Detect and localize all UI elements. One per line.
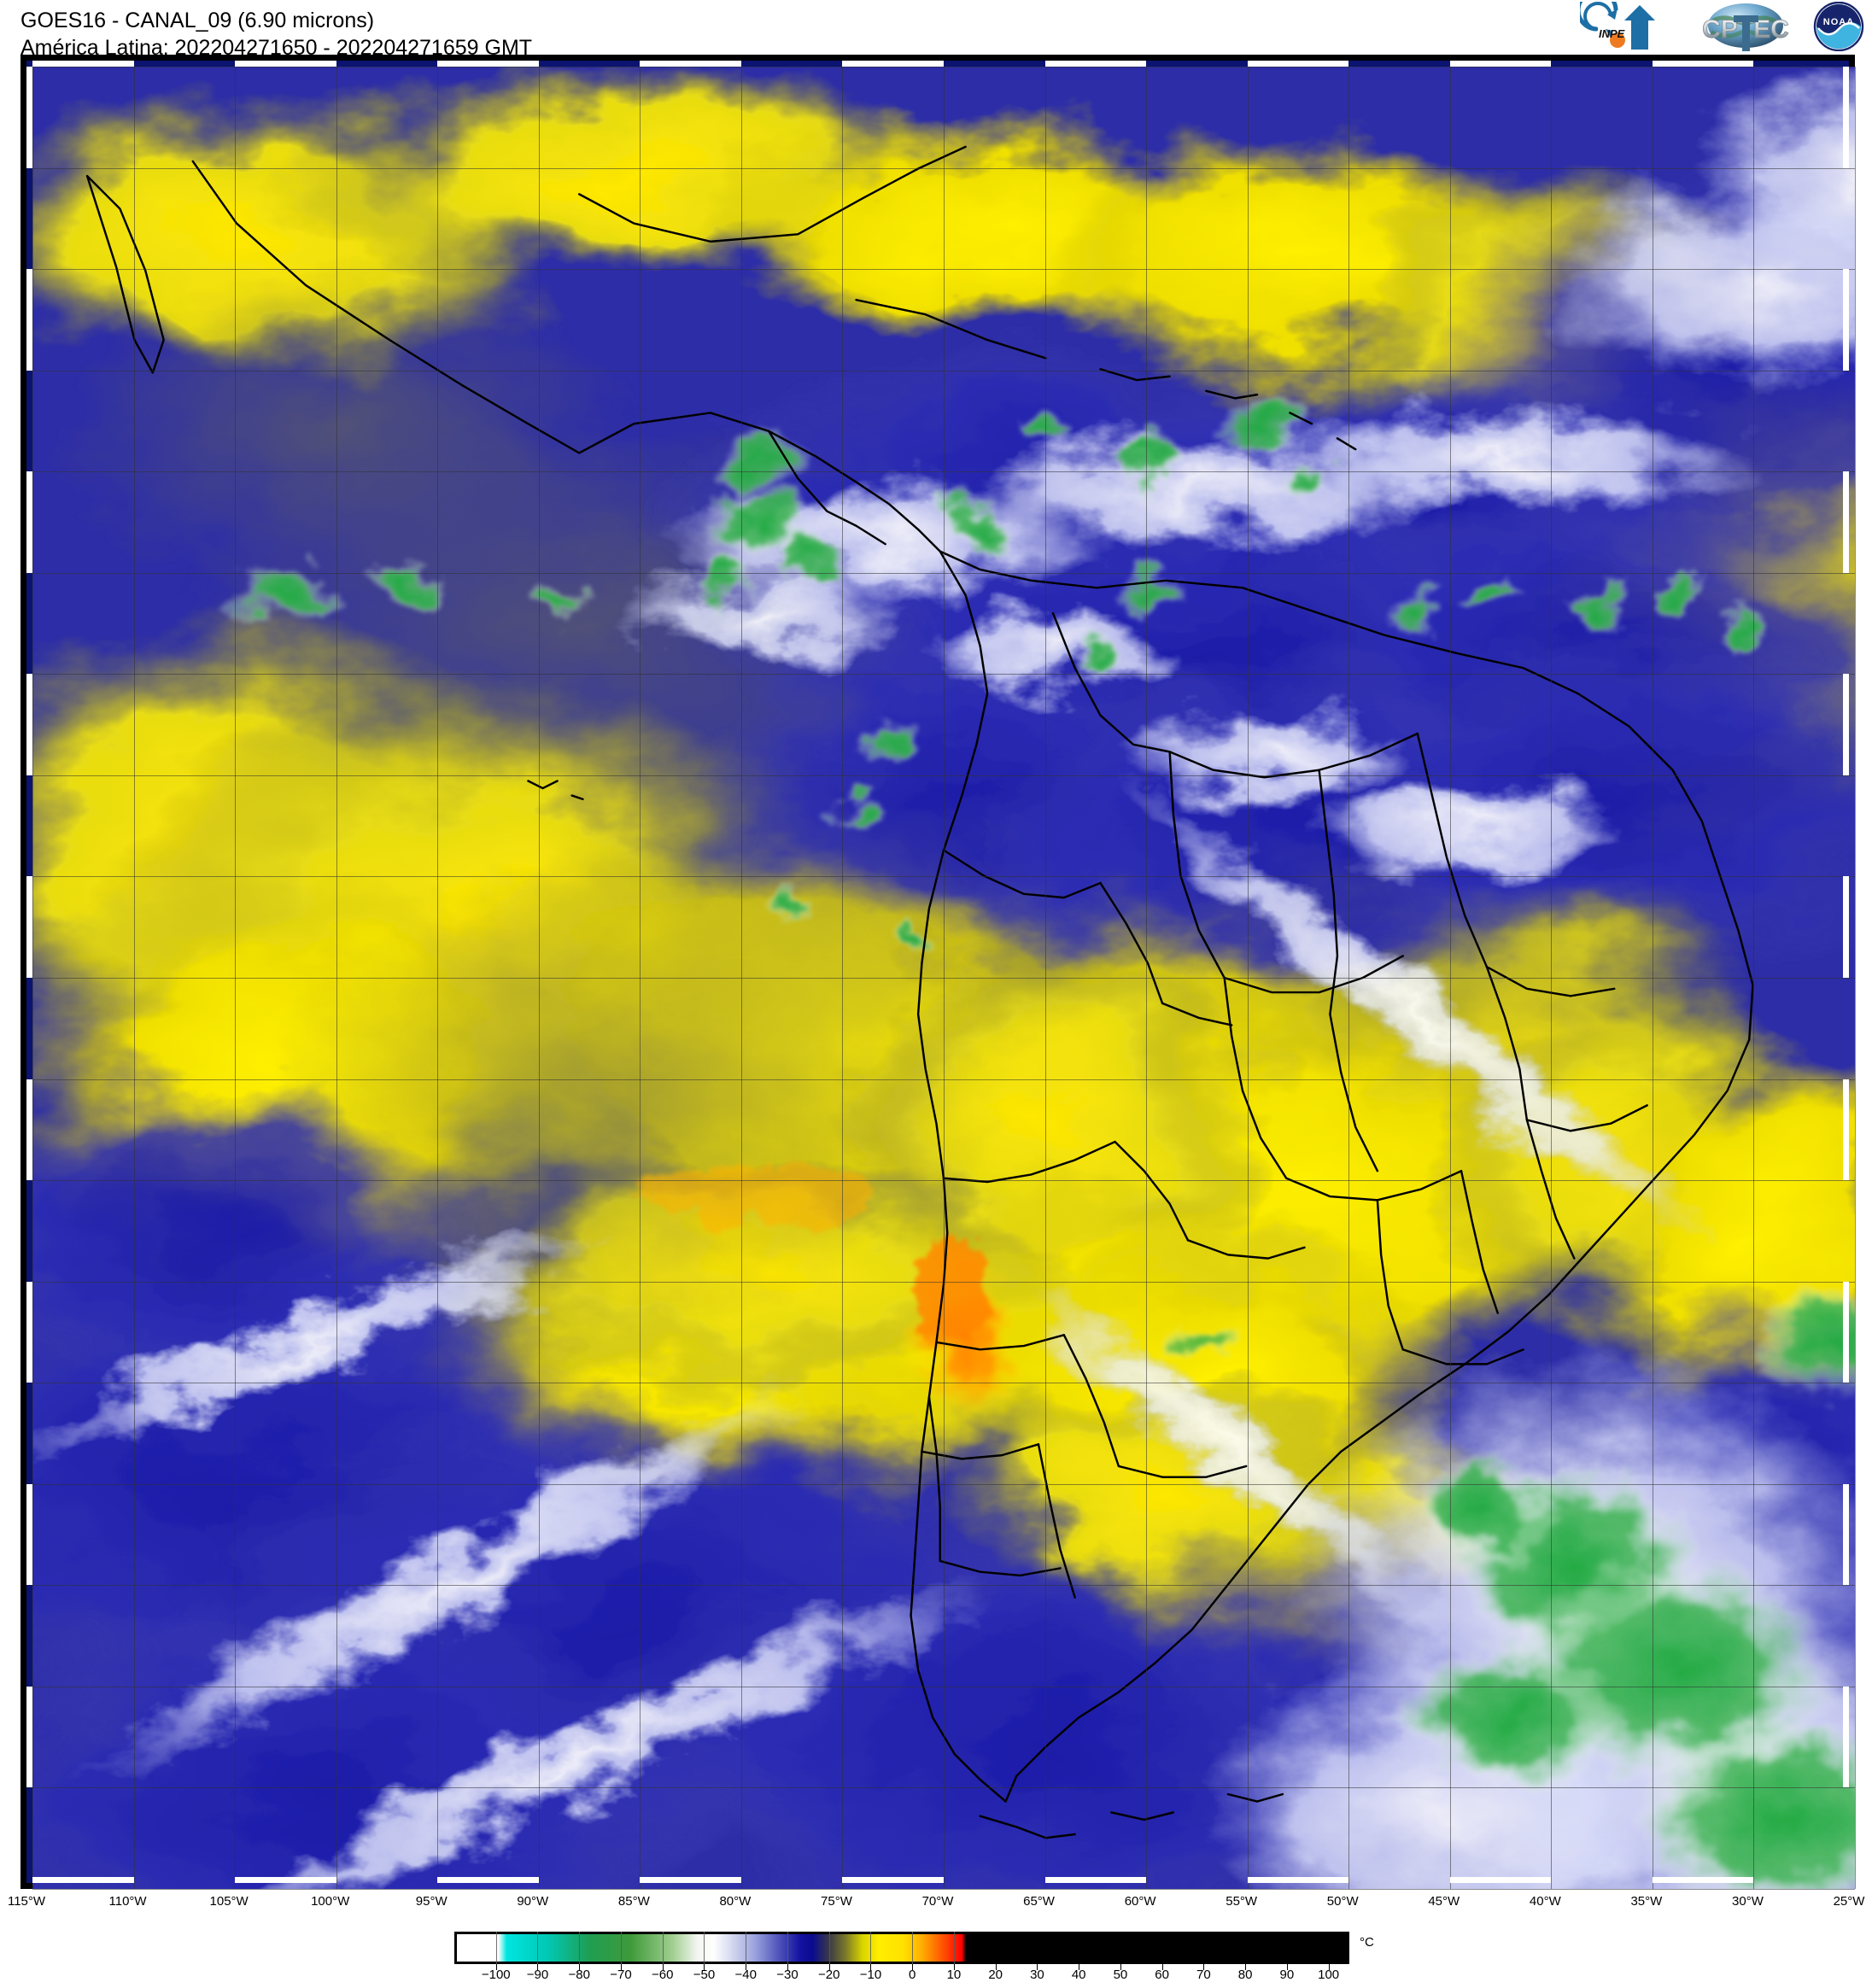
longitude-tick-label: 85°W [617,1894,650,1909]
colorbar-tick-mark [620,1964,622,1970]
longitude-tick-label: 30°W [1732,1894,1764,1909]
colorbar-tick-label: −50 [693,1968,716,1982]
colorbar-tick-label: 90 [1279,1968,1295,1982]
colorbar-tick-label: 50 [1113,1968,1128,1982]
colorbar-tick-mark [662,1964,664,1970]
longitude-tick-label: 75°W [821,1894,852,1909]
coastline-overlay [85,145,1754,1839]
colorbar-tick [662,1932,664,1964]
colorbar-tick-mark [1120,1964,1121,1970]
colorbar-tick-mark [1161,1964,1163,1970]
inpe-logo: INPE [1580,2,1655,50]
plot-frame [20,55,1856,1890]
colorbar-tick-lines [454,1932,1349,1964]
colorbar-tick [787,1932,788,1964]
colorbar-tick-mark [495,1964,497,1970]
colorbar-tick-label: −20 [817,1968,840,1982]
colorbar-tick-label: 20 [988,1968,1003,1982]
graticule-meridian [1855,67,1856,1889]
colorbar-tick-label: 10 [946,1968,962,1982]
colorbar-tick-label: −30 [776,1968,799,1982]
colorbar-tick-mark [1245,1964,1247,1970]
satellite-image-panel [20,55,1856,1890]
longitude-tick-label: 40°W [1529,1894,1561,1909]
colorbar-tick [870,1932,872,1964]
colorbar-tick-label: 100 [1318,1968,1340,1982]
colorbar-tick-label: −10 [859,1968,882,1982]
longitude-tick-label: 70°W [921,1894,954,1909]
longitude-tick-label: 45°W [1428,1894,1460,1909]
colorbar-tick [953,1932,955,1964]
colorbar-tick-label: 70 [1196,1968,1211,1982]
longitude-tick-label: 115°W [7,1894,46,1909]
colorbar-tick-label: 80 [1237,1968,1253,1982]
longitude-tick-label: 60°W [1124,1894,1156,1909]
longitude-tick-label: 100°W [311,1894,350,1909]
longitude-tick-label: 110°W [108,1894,147,1909]
header: GOES16 - CANAL_09 (6.90 microns) América… [0,0,1872,60]
colorbar-tick [495,1932,497,1964]
colorbar-panel: −100 −90 −80 −70 −60 −50 −40 −30 −20 −10 0 10 20 30 40… [0,1932,1872,1988]
frame-ticks-left [26,67,32,1889]
colorbar-tick-labels: −100 −90 −80 −70 −60 −50 −40 −30 −20 −10 0 10 20 30 40… [454,1968,1349,1988]
longitude-tick-label: 90°W [517,1894,549,1909]
colorbar-tick-label: 0 [909,1968,916,1982]
colorbar-tick-mark [787,1964,788,1970]
colorbar-tick-mark [870,1964,872,1970]
colorbar [454,1932,1349,1964]
graticule-parallel [32,1889,1855,1890]
colorbar-tick [828,1932,830,1964]
colorbar-tick-mark [704,1964,705,1970]
longitude-tick-label: 65°W [1023,1894,1055,1909]
colorbar-tick-mark [537,1964,539,1970]
colorbar-tick-mark [1286,1964,1288,1970]
colorbar-tick [620,1932,622,1964]
colorbar-tick-label: −70 [610,1968,632,1982]
colorbar-unit-label: °C [1360,1935,1374,1950]
longitude-tick-label: 95°W [415,1894,448,1909]
colorbar-tick-label: −40 [734,1968,757,1982]
longitude-tick-label: 105°W [209,1894,249,1909]
noaa-logo: NOAA [1813,2,1864,51]
colorbar-tick-marks [454,1964,1349,1970]
colorbar-tick-mark [912,1964,914,1970]
page-title: GOES16 - CANAL_09 (6.90 microns) América… [20,7,532,61]
water-vapour-field [32,67,1855,1889]
colorbar-tick-mark [828,1964,830,1970]
colorbar-tick [579,1932,581,1964]
colorbar-tick-mark [579,1964,581,1970]
title-line-1: GOES16 - CANAL_09 (6.90 microns) [20,9,375,32]
colorbar-tick-mark [1328,1964,1330,1970]
colorbar-tick-label: 30 [1030,1968,1044,1982]
colorbar-gradient [457,1934,1347,1962]
longitude-tick-label: 55°W [1226,1894,1258,1909]
cptec-logo: CPTEC [1702,3,1789,51]
colorbar-tick-mark [953,1964,955,1970]
colorbar-tick-label: −60 [651,1968,674,1982]
colorbar-tick-label: 60 [1155,1968,1169,1982]
satellite-image [32,67,1855,1889]
logo-row: INPE CPTEC [1580,1,1865,52]
colorbar-tick [912,1932,914,1964]
colorbar-tick-mark [995,1964,997,1970]
colorbar-tick-mark [1203,1964,1205,1970]
longitude-tick-label: 80°W [719,1894,752,1909]
colorbar-tick-label: −90 [526,1968,549,1982]
noaa-logo-text: NOAA [1823,17,1854,27]
longitude-tick-label: 50°W [1326,1894,1359,1909]
longitude-tick-label: 25°W [1833,1894,1865,1909]
longitude-tick-label: 35°W [1630,1894,1663,1909]
colorbar-tick [704,1932,705,1964]
colorbar-tick-mark [1037,1964,1038,1970]
colorbar-tick-label: −80 [568,1968,590,1982]
colorbar-tick-label: 40 [1071,1968,1086,1982]
colorbar-tick [537,1932,539,1964]
colorbar-tick-label: −100 [481,1968,511,1982]
frame-ticks-top [32,61,1855,67]
inpe-logo-text: INPE [1599,27,1625,40]
